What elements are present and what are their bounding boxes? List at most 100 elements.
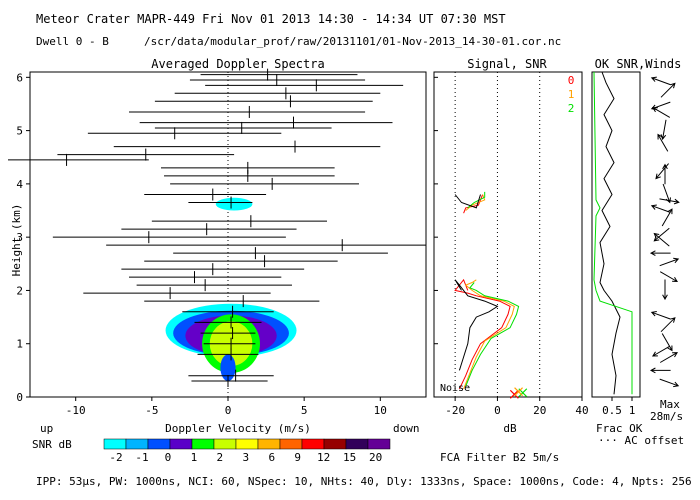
p2-series-noise (454, 279, 499, 371)
colorbar-swatch-8 (279, 438, 303, 450)
header-path: /scr/data/modular_prof/raw/20131101/01-N… (144, 35, 561, 48)
wind-arrow-7 (662, 279, 668, 301)
header-title: Meteor Crater MAPR-449 Fri Nov 01 2013 1… (36, 12, 506, 26)
wind-arrow-10 (649, 250, 671, 256)
down-label: down (393, 422, 420, 435)
colorbar-tick-5: 3 (242, 451, 249, 464)
noise-label: Noise (440, 383, 470, 394)
colorbar-tick-7: 9 (294, 451, 301, 464)
colorbar-swatch-11 (345, 438, 369, 450)
colorbar-tick-10: 20 (369, 451, 382, 464)
wind-arrow-11 (653, 232, 670, 247)
wind-arrow-16 (662, 183, 671, 204)
p3-series-snr_ok (593, 71, 633, 395)
colorbar-label: SNR dB (32, 438, 72, 451)
p3-series-frac_ok (599, 71, 621, 395)
ok-snr-winds-panel: 0.5 1 (593, 71, 680, 417)
p2-series-1 (463, 279, 515, 390)
p3-xtick-label-0: 0.5 (602, 404, 622, 417)
p1-ytick-label-5: 5 (16, 125, 23, 138)
p1-xtick-label-3: 5 (301, 404, 308, 417)
p1-xtick-label-0: -10 (66, 404, 86, 417)
p1-ytick-label-2: 2 (16, 284, 23, 297)
colorbar-swatch-10 (323, 438, 347, 450)
wind-arrow-1 (649, 367, 671, 374)
p2-cross-marker-0 (509, 389, 519, 399)
panel2-xlabel: dB (503, 422, 517, 435)
wind-arrow-9 (659, 257, 680, 267)
footer-params: IPP: 53µs, PW: 1000ns, NCI: 60, NSpec: 1… (36, 475, 692, 488)
snr-colorbar: -2 -1 0 1 2 3 6 9 12 15 20 (103, 438, 391, 464)
panel1-title: Averaged Doppler Spectra (151, 57, 324, 71)
colorbar-swatch-0 (103, 438, 127, 450)
p2-xtick-label-3: 40 (575, 404, 588, 417)
wind-arrow-24 (650, 76, 671, 86)
wind-arrow-12 (653, 227, 670, 242)
p1-xtick-label-1: -5 (145, 404, 158, 417)
colorbar-swatch-2 (147, 438, 171, 450)
snr-contour-5 (220, 354, 236, 382)
colorbar-tick-4: 2 (217, 451, 224, 464)
colorbar-tick-8: 12 (317, 451, 330, 464)
p1-ytick-label-4: 4 (16, 178, 23, 191)
colorbar-swatch-9 (301, 438, 325, 450)
wind-arrow-23 (660, 82, 676, 98)
p2-xtick-label-1: 0 (494, 404, 501, 417)
colorbar-swatch-6 (235, 438, 259, 450)
ac-offset-note: ··· AC offset (598, 434, 684, 447)
max-value: 28m/s (650, 410, 683, 423)
header-dwell: Dwell 0 - B (36, 35, 109, 48)
p2-series-noise_b (454, 194, 481, 209)
fca-filter-label: FCA Filter B2 5m/s (440, 451, 559, 464)
panel1-xlabel: Doppler Velocity (m/s) (165, 422, 311, 435)
wind-arrow-8 (659, 271, 679, 283)
p2-xtick-label-0: -20 (445, 404, 465, 417)
wind-arrow-18 (655, 163, 669, 180)
p2-xtick-label-2: 20 (533, 404, 546, 417)
p2-series-2b (467, 191, 486, 209)
wind-arrow-3 (651, 345, 671, 357)
wind-arrow-4 (661, 333, 673, 352)
panel3-title: OK SNR,Winds (595, 57, 682, 71)
p2-cross-marker-2 (514, 387, 523, 397)
colorbar-swatch-7 (257, 438, 281, 450)
colorbar-tick-2: 0 (165, 451, 172, 464)
p3-xtick-label-1: 1 (629, 404, 636, 417)
wind-arrow-22 (650, 101, 671, 110)
p2-series-2 (465, 282, 520, 387)
colorbar-tick-0: -2 (109, 451, 122, 464)
colorbar-tick-1: -1 (135, 451, 148, 464)
snr-contour-6 (215, 197, 253, 211)
colorbar-tick-6: 6 (268, 451, 275, 464)
p2-legend-2: 2 (568, 102, 575, 115)
max-label: Max (660, 398, 680, 411)
p1-ytick-label-0: 0 (16, 391, 23, 404)
y-axis-label: Height (km) (10, 204, 23, 277)
wind-arrow-0 (659, 378, 680, 388)
doppler-spectra-panel: -10 -5 0 5 10 0 1 2 3 4 5 6 (8, 68, 426, 417)
wind-arrow-5 (660, 317, 676, 333)
wind-arrow-6 (650, 311, 671, 320)
panel3-frame (591, 71, 641, 398)
panel2-title: Signal, SNR (467, 57, 547, 71)
wind-arrow-20 (660, 119, 667, 141)
colorbar-swatch-5 (213, 438, 237, 450)
panel3-xlabel: Frac OK (596, 422, 643, 435)
p2-series-0 (454, 278, 511, 390)
wind-arrow-19 (657, 133, 669, 152)
wind-arrow-14 (650, 204, 671, 213)
colorbar-swatch-12 (367, 438, 391, 450)
p1-xtick-label-4: 10 (374, 404, 387, 417)
panel2-frame (433, 71, 583, 398)
wind-arrow-2 (659, 352, 678, 363)
colorbar-swatch-3 (169, 438, 193, 450)
p1-ytick-label-1: 1 (16, 338, 23, 351)
up-label: up (40, 422, 53, 435)
colorbar-tick-9: 15 (343, 451, 356, 464)
p1-ytick-label-3: 3 (16, 231, 23, 244)
colorbar-swatch-1 (125, 438, 149, 450)
p1-ytick-label-6: 6 (16, 71, 23, 84)
